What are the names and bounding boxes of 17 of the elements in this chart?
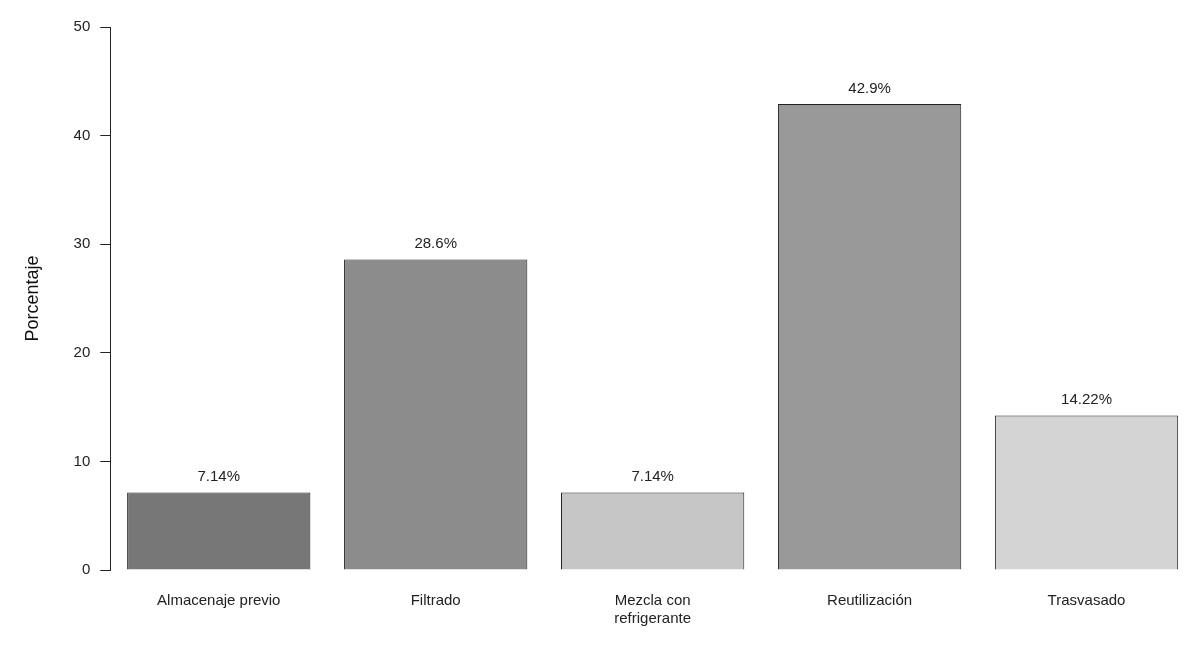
x-tick-label: Reutilización (827, 591, 913, 609)
x-tick-label: Almacenaje previo (157, 591, 281, 609)
data-label: 7.14% (631, 467, 674, 485)
data-label: 14.22% (1061, 390, 1112, 408)
x-tick-label: Mezcla con refrigerante (614, 591, 691, 627)
x-tick-label: Trasvasado (1047, 591, 1126, 609)
data-label: 28.6% (414, 234, 457, 252)
data-label: 7.14% (197, 467, 241, 485)
x-tick-label: Filtrado (410, 591, 461, 609)
y-tick-label: 50 (73, 17, 91, 35)
y-tick-label: 30 (73, 234, 91, 252)
y-tick-label: 40 (73, 125, 91, 143)
data-label: 42.9% (848, 78, 891, 96)
y-tick-label: 0 (81, 560, 91, 578)
y-tick-label: 10 (73, 451, 91, 469)
y-tick-label: 20 (73, 342, 91, 360)
y-axis-title: Porcentaje (21, 255, 42, 342)
